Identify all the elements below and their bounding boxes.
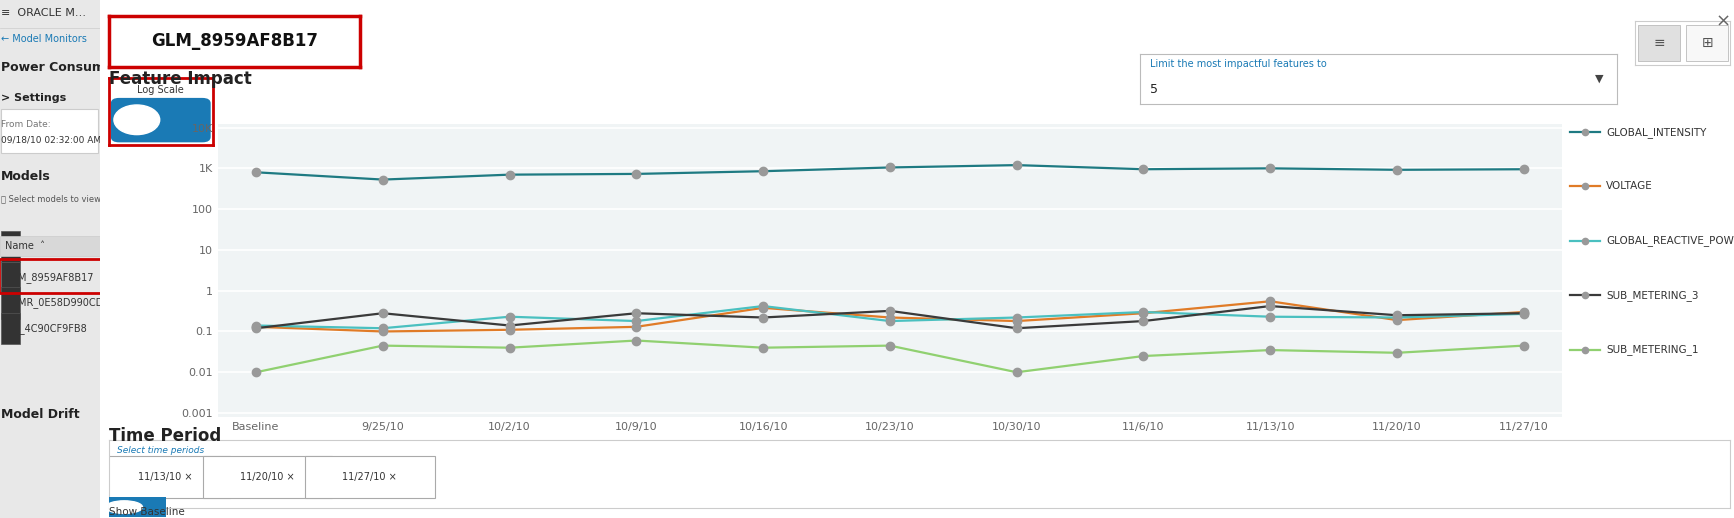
Text: Time Period: Time Period (109, 427, 220, 445)
FancyBboxPatch shape (0, 313, 19, 344)
FancyBboxPatch shape (0, 231, 19, 262)
Circle shape (106, 501, 142, 513)
FancyBboxPatch shape (1685, 25, 1729, 61)
FancyBboxPatch shape (0, 262, 19, 293)
Text: ≡  ORACLE M…: ≡ ORACLE M… (2, 8, 87, 18)
Text: Log Scale: Log Scale (137, 85, 184, 95)
Text: ×: × (1715, 13, 1731, 31)
FancyBboxPatch shape (1639, 25, 1680, 61)
Text: ≡: ≡ (1654, 36, 1665, 50)
Text: From Date:: From Date: (2, 120, 50, 129)
Text: SUB_METERING_3: SUB_METERING_3 (1606, 290, 1699, 301)
Text: Select time periods: Select time periods (116, 445, 205, 455)
Text: ⓘ Select models to view and compa…: ⓘ Select models to view and compa… (2, 195, 160, 204)
Text: Feature Impact: Feature Impact (109, 70, 251, 88)
Text: GLM_8959AF8B17: GLM_8959AF8B17 (151, 33, 317, 50)
FancyBboxPatch shape (0, 287, 19, 319)
Text: VOLTAGE: VOLTAGE (1606, 181, 1653, 192)
Text: Power Consum…: Power Consum… (2, 61, 118, 74)
Text: ▼: ▼ (1595, 74, 1602, 84)
Text: ⊞: ⊞ (1701, 36, 1713, 50)
Text: GLOBAL_REACTIVE_POWER: GLOBAL_REACTIVE_POWER (1606, 235, 1734, 247)
Text: Show Baseline: Show Baseline (109, 507, 184, 516)
Text: NN_4C90CF9FB8: NN_4C90CF9FB8 (5, 323, 87, 335)
FancyBboxPatch shape (203, 456, 333, 498)
FancyBboxPatch shape (0, 109, 97, 153)
FancyBboxPatch shape (101, 456, 231, 498)
Text: GLOBAL_INTENSITY: GLOBAL_INTENSITY (1606, 126, 1706, 138)
Text: 11/13/10 ×: 11/13/10 × (139, 472, 192, 482)
Text: GLMR_0E58D990CD…: GLMR_0E58D990CD… (5, 297, 113, 309)
Text: > Settings: > Settings (2, 93, 66, 104)
Text: 09/18/10 02:32:00 AM: 09/18/10 02:32:00 AM (2, 135, 101, 145)
Text: Limit the most impactful features to: Limit the most impactful features to (1150, 59, 1327, 69)
FancyBboxPatch shape (111, 98, 212, 142)
Circle shape (114, 105, 160, 135)
Text: 11/27/10 ×: 11/27/10 × (342, 472, 397, 482)
Text: Model Drift: Model Drift (2, 408, 80, 421)
Text: SUB_METERING_1: SUB_METERING_1 (1606, 344, 1699, 355)
Text: 11/20/10 ×: 11/20/10 × (241, 472, 295, 482)
Text: Models: Models (2, 169, 50, 183)
Text: 5: 5 (1150, 83, 1158, 96)
Text: ← Model Monitors: ← Model Monitors (2, 34, 87, 44)
Text: Name  ˄: Name ˄ (5, 241, 45, 251)
FancyBboxPatch shape (305, 456, 435, 498)
Text: GLM_8959AF8B17: GLM_8959AF8B17 (5, 271, 94, 283)
FancyBboxPatch shape (0, 236, 101, 256)
